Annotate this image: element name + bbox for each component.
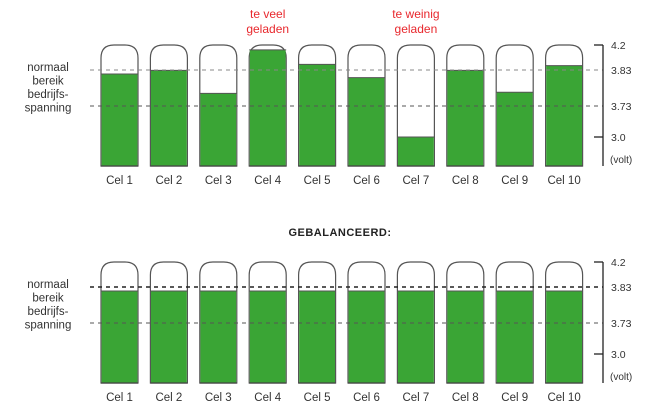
- cell-fill: [249, 291, 286, 383]
- cell-label: Cel 5: [304, 392, 331, 404]
- scale-tick-label: 3.0: [611, 349, 626, 361]
- cell-outline: [396, 44, 435, 167]
- cell-label: Cel 4: [254, 392, 281, 404]
- cell-label: Cel 3: [205, 392, 232, 404]
- scale-tick-label: 3.73: [611, 318, 632, 330]
- cell-2: Cel 2: [149, 44, 188, 187]
- cell-label: Cel 2: [155, 175, 182, 187]
- cell-fill: [200, 93, 237, 166]
- cell-5: Cel 5: [298, 261, 337, 404]
- cell-label: Cel 7: [402, 392, 429, 404]
- range-label-line: spanning: [25, 320, 72, 332]
- range-label-line: bedrijfs-: [28, 306, 69, 318]
- cell-fill: [151, 291, 187, 383]
- scale-tick-label: 3.0: [611, 132, 626, 144]
- cell-fill: [496, 291, 533, 383]
- scale-tick-label: 4.2: [611, 40, 626, 52]
- scale-tick-label: 4.2: [611, 257, 626, 269]
- cell-fill: [546, 65, 582, 166]
- cell-label: Cel 9: [501, 175, 528, 187]
- scale-tick-label: 3.73: [611, 101, 632, 113]
- cell-fill: [151, 70, 187, 166]
- cell-fill: [249, 49, 286, 167]
- range-label-line: bedrijfs-: [28, 89, 69, 101]
- cell-label: Cel 7: [402, 175, 429, 187]
- cell-fill: [496, 92, 533, 166]
- cell-9: Cel 9: [495, 44, 534, 187]
- cell-fill: [101, 74, 138, 166]
- cell-3: Cel 3: [199, 44, 238, 187]
- scale-unit: (volt): [610, 372, 632, 383]
- cell-fill: [398, 136, 434, 166]
- cell-7: Cel 7: [396, 261, 435, 404]
- cell-fill: [101, 291, 138, 383]
- cell-label: Cel 9: [501, 392, 528, 404]
- cell-6: Cel 6: [347, 261, 386, 404]
- scale-tick-label: 3.83: [611, 65, 632, 77]
- cell-fill: [398, 291, 434, 383]
- cell-label: Cel 5: [304, 175, 331, 187]
- cell-8: Cel 8: [446, 261, 485, 404]
- cell-fill: [348, 77, 385, 166]
- range-label-line: normaal: [27, 279, 69, 291]
- cell-fill: [546, 291, 582, 383]
- cell-fill: [299, 64, 335, 166]
- cell-label: Cel 1: [106, 392, 133, 404]
- cell-fill: [348, 291, 385, 383]
- cell-6: Cel 6: [347, 44, 386, 187]
- cell-label: Cel 10: [547, 392, 580, 404]
- cell-fill: [447, 70, 484, 166]
- annotation-text: te veel: [250, 7, 285, 21]
- cell-fill: [200, 291, 237, 383]
- range-label-line: normaal: [27, 62, 69, 74]
- cell-4: Cel 4: [248, 44, 287, 187]
- cell-1: Cel 1: [100, 44, 139, 187]
- range-label-line: bereik: [32, 76, 64, 88]
- cell-fill: [299, 291, 335, 383]
- scale-unit: (volt): [610, 155, 632, 166]
- cell-5: Cel 5: [298, 44, 337, 187]
- cell-4: Cel 4: [248, 261, 287, 404]
- cell-10: Cel 10: [545, 261, 584, 404]
- annotation-text: geladen: [395, 22, 438, 36]
- annotation-text: te weinig: [392, 7, 439, 21]
- panel-title: GEBALANCEERD:: [288, 227, 391, 239]
- cell-label: Cel 4: [254, 175, 281, 187]
- cell-label: Cel 2: [155, 392, 182, 404]
- range-label-line: spanning: [25, 103, 72, 115]
- cell-9: Cel 9: [495, 261, 534, 404]
- cell-label: Cel 3: [205, 175, 232, 187]
- cell-2: Cel 2: [149, 261, 188, 404]
- scale-tick-label: 3.83: [611, 282, 632, 294]
- cell-3: Cel 3: [199, 261, 238, 404]
- cell-1: Cel 1: [100, 261, 139, 404]
- cell-label: Cel 1: [106, 175, 133, 187]
- cell-8: Cel 8: [446, 44, 485, 187]
- cell-label: Cel 8: [452, 392, 479, 404]
- cell-10: Cel 10: [545, 44, 584, 187]
- cell-7: Cel 7: [396, 44, 435, 187]
- cell-fill: [447, 291, 484, 383]
- panel-2: GEBALANCEERD: normaal bereikbedrijfs-spann…: [25, 227, 633, 404]
- cell-label: Cel 8: [452, 175, 479, 187]
- annotation-text: geladen: [246, 22, 289, 36]
- cell-label: Cel 6: [353, 392, 380, 404]
- cell-label: Cel 6: [353, 175, 380, 187]
- cell-label: Cel 10: [547, 175, 580, 187]
- range-label-line: bereik: [32, 293, 64, 305]
